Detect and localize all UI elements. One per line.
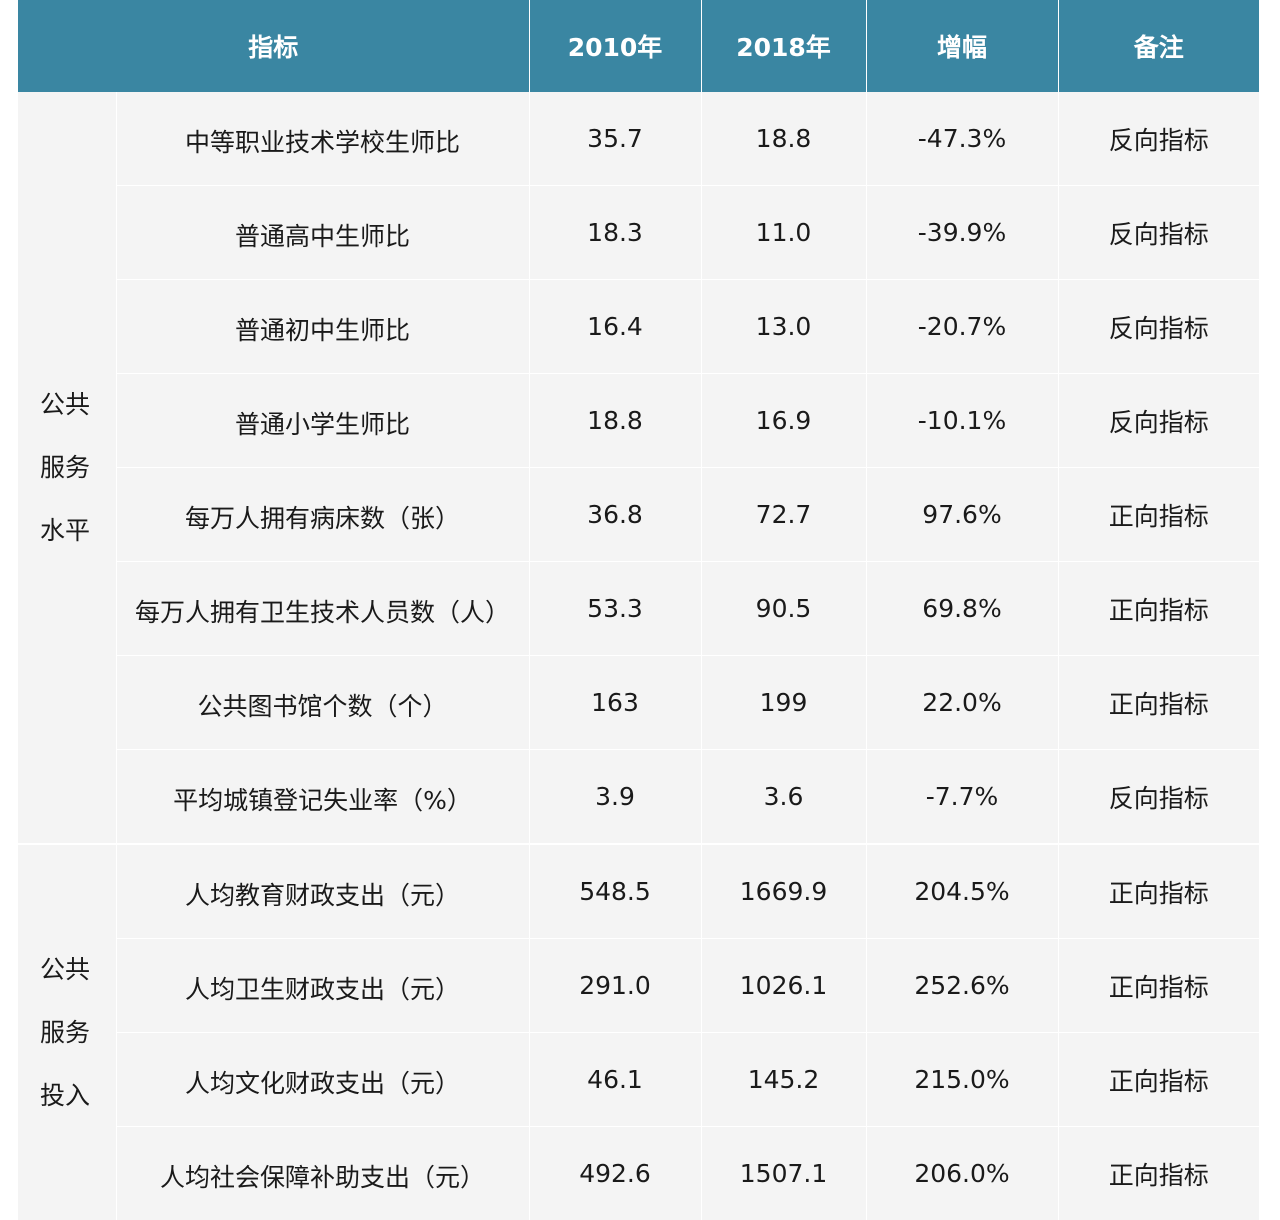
increase-cell: 69.8% [866,562,1058,656]
note-cell: 反向指标 [1058,374,1259,468]
value-2010-cell: 35.7 [529,92,701,186]
value-2018-cell: 199 [701,656,866,750]
increase-cell: -47.3% [866,92,1058,186]
header-indicator: 指标 [18,0,529,92]
note-cell: 正向指标 [1058,844,1259,939]
header-year-2010: 2010年 [529,0,701,92]
value-2010-cell: 18.3 [529,186,701,280]
increase-cell: 215.0% [866,1033,1058,1127]
increase-cell: -10.1% [866,374,1058,468]
increase-cell: 252.6% [866,939,1058,1033]
indicator-cell: 人均文化财政支出（元） [116,1033,529,1127]
value-2018-cell: 145.2 [701,1033,866,1127]
group-label-line: 公共 [40,938,116,1001]
value-2018-cell: 18.8 [701,92,866,186]
group-label-line: 投入 [40,1064,116,1127]
value-2018-cell: 11.0 [701,186,866,280]
note-cell: 反向指标 [1058,186,1259,280]
note-cell: 反向指标 [1058,92,1259,186]
indicator-cell: 中等职业技术学校生师比 [116,92,529,186]
value-2010-cell: 18.8 [529,374,701,468]
increase-cell: 22.0% [866,656,1058,750]
indicator-cell: 普通小学生师比 [116,374,529,468]
value-2018-cell: 16.9 [701,374,866,468]
note-cell: 正向指标 [1058,939,1259,1033]
value-2018-cell: 1669.9 [701,844,866,939]
note-cell: 正向指标 [1058,468,1259,562]
indicator-cell: 每万人拥有卫生技术人员数（人） [116,562,529,656]
indicator-cell: 平均城镇登记失业率（%） [116,750,529,845]
value-2010-cell: 36.8 [529,468,701,562]
value-2018-cell: 72.7 [701,468,866,562]
increase-cell: -20.7% [866,280,1058,374]
group-label-line: 服务 [40,436,116,499]
indicator-cell: 普通高中生师比 [116,186,529,280]
increase-cell: 204.5% [866,844,1058,939]
indicator-cell: 每万人拥有病床数（张） [116,468,529,562]
note-cell: 正向指标 [1058,1127,1259,1220]
value-2018-cell: 90.5 [701,562,866,656]
value-2010-cell: 46.1 [529,1033,701,1127]
indicator-cell: 人均教育财政支出（元） [116,844,529,939]
group-label-line: 公共 [40,373,116,436]
value-2010-cell: 163 [529,656,701,750]
indicator-cell: 普通初中生师比 [116,280,529,374]
group-label-line: 水平 [40,499,116,562]
increase-cell: -7.7% [866,750,1058,845]
group-label-line: 服务 [40,1001,116,1064]
table-header: 指标 2010年 2018年 增幅 备注 [18,0,1259,92]
header-year-2018: 2018年 [701,0,866,92]
note-cell: 正向指标 [1058,1033,1259,1127]
note-cell: 正向指标 [1058,562,1259,656]
header-note: 备注 [1058,0,1259,92]
value-2018-cell: 3.6 [701,750,866,845]
indicator-cell: 人均卫生财政支出（元） [116,939,529,1033]
indicator-cell: 公共图书馆个数（个） [116,656,529,750]
increase-cell: 206.0% [866,1127,1058,1220]
group-label: 公共服务投入 [18,844,116,1220]
value-2018-cell: 1507.1 [701,1127,866,1220]
value-2010-cell: 492.6 [529,1127,701,1220]
note-cell: 反向指标 [1058,750,1259,845]
value-2018-cell: 1026.1 [701,939,866,1033]
value-2010-cell: 3.9 [529,750,701,845]
header-increase: 增幅 [866,0,1058,92]
indicator-cell: 人均社会保障补助支出（元） [116,1127,529,1220]
value-2010-cell: 53.3 [529,562,701,656]
value-2010-cell: 291.0 [529,939,701,1033]
increase-cell: 97.6% [866,468,1058,562]
value-2010-cell: 548.5 [529,844,701,939]
note-cell: 正向指标 [1058,656,1259,750]
note-cell: 反向指标 [1058,280,1259,374]
increase-cell: -39.9% [866,186,1058,280]
value-2010-cell: 16.4 [529,280,701,374]
group-label: 公共服务水平 [18,92,116,844]
value-2018-cell: 13.0 [701,280,866,374]
